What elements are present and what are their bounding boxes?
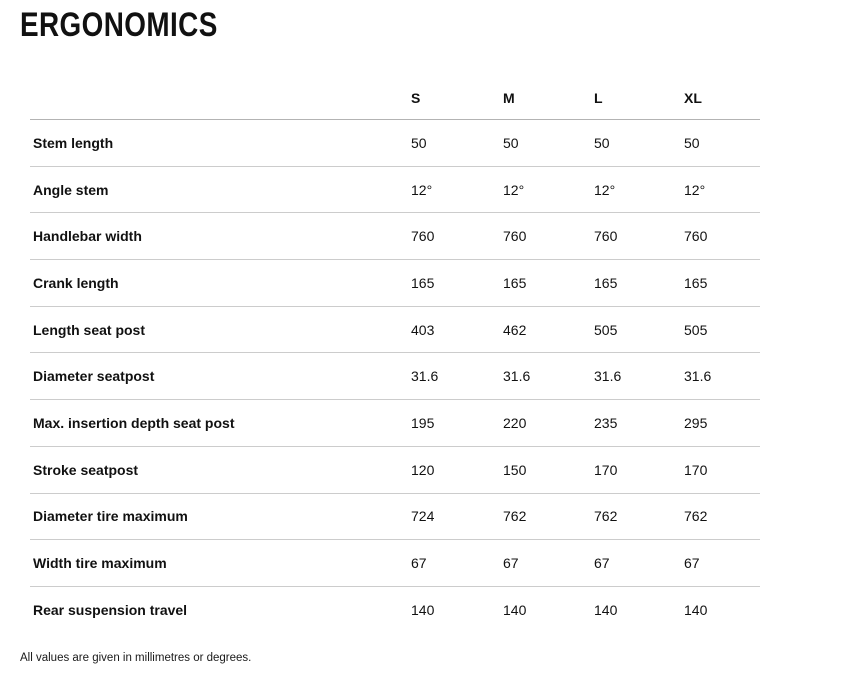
row-value-s: 165 (411, 274, 435, 291)
row-label: Diameter tire maximum (33, 508, 188, 525)
column-header-l: L (594, 89, 603, 106)
row-value-l: 760 (594, 228, 618, 245)
row-label: Angle stem (33, 181, 109, 198)
row-value-l: 31.6 (594, 368, 622, 385)
row-value-m: 150 (503, 461, 527, 478)
row-value-xl: 140 (684, 602, 708, 619)
row-value-m: 220 (503, 414, 527, 431)
row-value-s: 67 (411, 555, 427, 572)
row-value-s: 760 (411, 228, 435, 245)
table-row: Rear suspension travel 140 140 140 140 (30, 587, 760, 634)
row-label: Stem length (33, 134, 114, 151)
row-value-l: 50 (594, 134, 610, 151)
column-header-m: M (503, 89, 515, 106)
row-value-xl: 295 (684, 414, 708, 431)
row-value-m: 140 (503, 602, 527, 619)
row-value-s: 50 (411, 134, 427, 151)
row-value-s: 195 (411, 414, 435, 431)
row-value-l: 165 (594, 274, 618, 291)
table-header-row: S M L XL (30, 76, 760, 120)
row-value-m: 165 (503, 274, 527, 291)
row-value-m: 760 (503, 228, 527, 245)
column-header-s: S (411, 89, 421, 106)
row-value-xl: 31.6 (684, 368, 712, 385)
row-value-s: 140 (411, 602, 435, 619)
row-value-s: 31.6 (411, 368, 439, 385)
row-value-xl: 50 (684, 134, 700, 151)
table-row: Stroke seatpost 120 150 170 170 (30, 447, 760, 494)
row-value-s: 403 (411, 321, 435, 338)
table-row: Handlebar width 760 760 760 760 (30, 213, 760, 261)
table-row: Stem length 50 50 50 50 (30, 120, 760, 167)
row-value-xl: 67 (684, 555, 700, 572)
row-label: Rear suspension travel (33, 602, 188, 619)
table-row: Max. insertion depth seat post 195 220 2… (30, 400, 760, 447)
row-value-m: 50 (503, 134, 519, 151)
row-value-l: 505 (594, 321, 618, 338)
row-label: Length seat post (33, 321, 146, 338)
row-value-l: 12° (594, 181, 616, 198)
table-row: Diameter tire maximum 724 762 762 762 (30, 494, 760, 541)
row-value-m: 762 (503, 508, 527, 525)
row-value-xl: 12° (684, 181, 706, 198)
table-row: Width tire maximum 67 67 67 67 (30, 540, 760, 587)
table-row: Length seat post 403 462 505 505 (30, 307, 760, 354)
row-value-l: 67 (594, 555, 610, 572)
row-value-l: 170 (594, 461, 618, 478)
row-value-s: 120 (411, 461, 435, 478)
row-label: Crank length (33, 274, 119, 291)
row-value-s: 724 (411, 508, 435, 525)
row-label: Max. insertion depth seat post (33, 414, 235, 431)
row-value-xl: 762 (684, 508, 708, 525)
row-label: Width tire maximum (33, 555, 167, 572)
ergonomics-spec-table: S M L XL Stem length 50 50 50 50 Angle s… (30, 76, 760, 634)
row-value-m: 12° (503, 181, 525, 198)
row-value-xl: 165 (684, 274, 708, 291)
row-value-l: 762 (594, 508, 618, 525)
page-title: ERGONOMICS (20, 6, 218, 44)
row-value-xl: 505 (684, 321, 708, 338)
table-row: Angle stem 12° 12° 12° 12° (30, 167, 760, 214)
row-value-m: 462 (503, 321, 527, 338)
row-label: Stroke seatpost (33, 461, 139, 478)
row-value-xl: 170 (684, 461, 708, 478)
table-row: Diameter seatpost 31.6 31.6 31.6 31.6 (30, 353, 760, 401)
row-value-m: 31.6 (503, 368, 531, 385)
row-value-s: 12° (411, 181, 433, 198)
table-row: Crank length 165 165 165 165 (30, 260, 760, 307)
row-value-xl: 760 (684, 228, 708, 245)
column-header-xl: XL (684, 89, 702, 106)
units-footnote: All values are given in millimetres or d… (20, 651, 252, 664)
row-value-l: 235 (594, 414, 618, 431)
row-value-m: 67 (503, 555, 519, 572)
row-label: Diameter seatpost (33, 368, 155, 385)
row-label: Handlebar width (33, 228, 142, 245)
row-value-l: 140 (594, 602, 618, 619)
